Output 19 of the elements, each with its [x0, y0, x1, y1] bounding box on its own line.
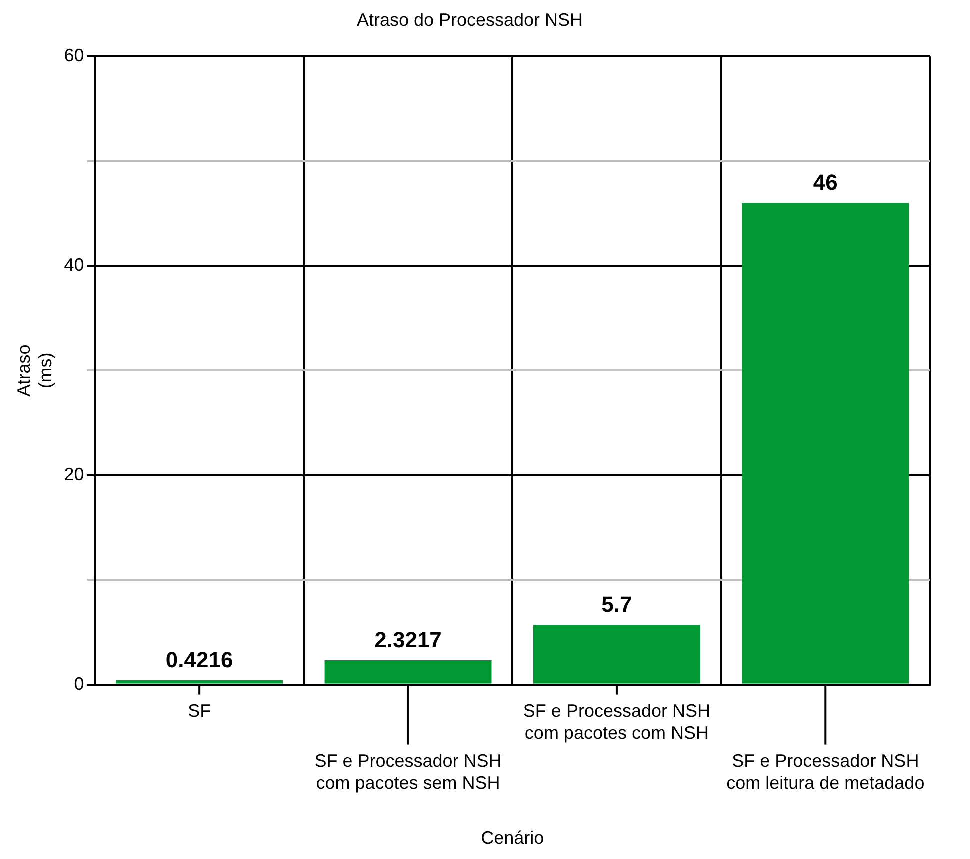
x-axis-title: Cenário [481, 828, 544, 848]
y-tick-label: 60 [64, 46, 84, 66]
data-label: 2.3217 [374, 628, 442, 653]
data-label: 5.7 [602, 592, 632, 618]
y-tick-label: 0 [74, 674, 84, 694]
bar [533, 625, 700, 684]
y-axis-title: Atraso (ms) [14, 344, 56, 397]
x-tick-label: SF e Processador NSH com pacotes sem NSH [314, 750, 502, 793]
bar [116, 680, 284, 684]
y-tick-label: 20 [64, 464, 84, 484]
bar [742, 203, 910, 684]
x-tick-label: SF e Processador NSH com leitura de metadado [726, 750, 925, 793]
x-tick-label: SF e Processador NSH com pacotes com NSH [523, 700, 710, 743]
x-tick-label: SF [188, 700, 212, 721]
bar [324, 660, 492, 684]
y-tick-label: 40 [64, 254, 84, 275]
data-label: 46 [813, 170, 838, 196]
data-label: 0.4216 [166, 647, 234, 672]
chart-title: Atraso do Processador NSH [356, 10, 584, 30]
